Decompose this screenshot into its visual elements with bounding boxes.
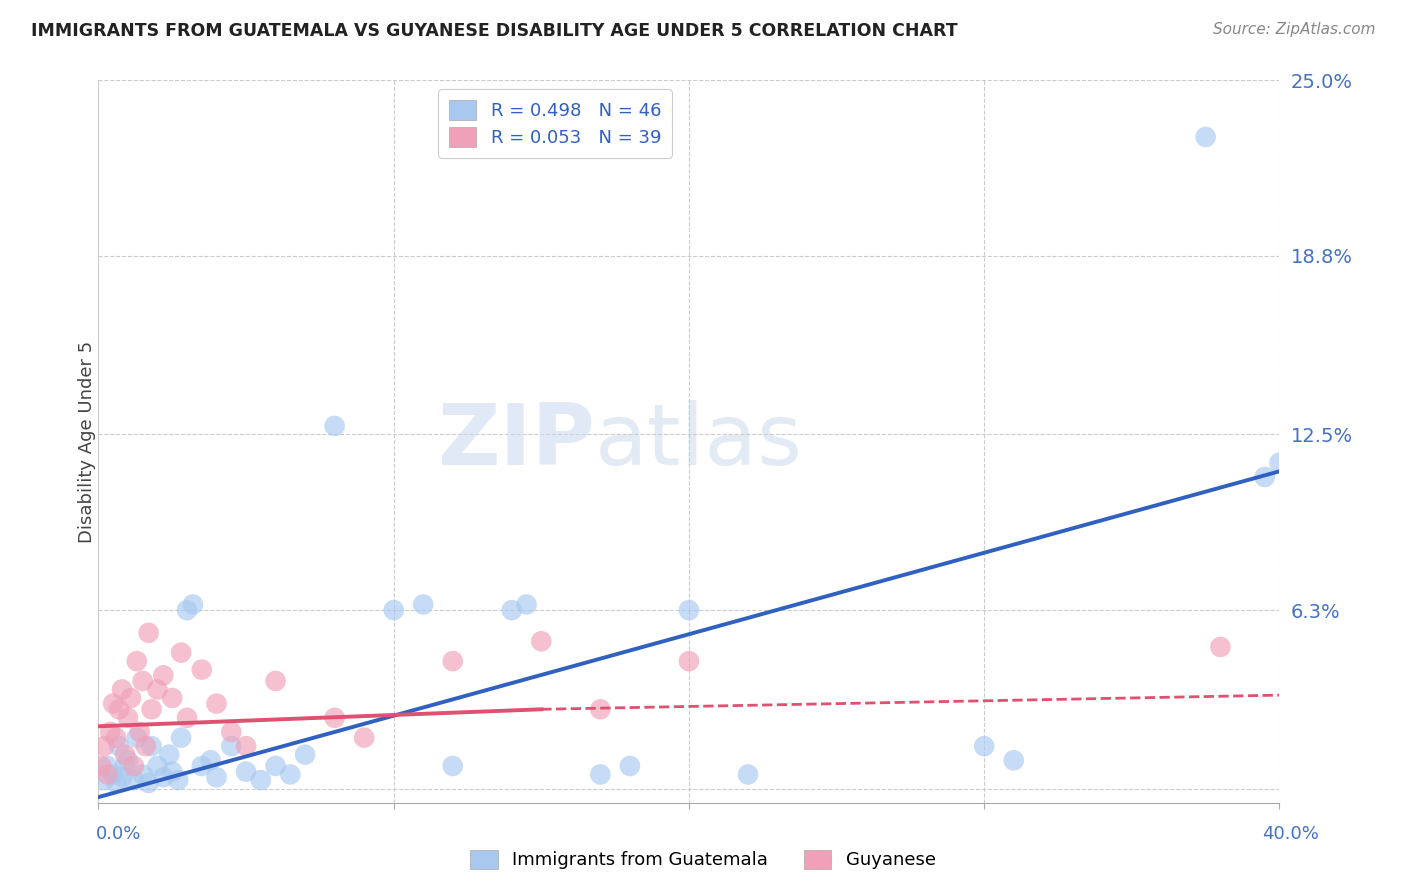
Point [96,767,118,781]
Point [441,759,464,773]
Point [235,764,257,779]
Point [105,776,128,790]
Point [176,711,198,725]
Point [125,731,148,745]
Point [170,731,193,745]
Point [678,603,700,617]
Point [122,759,145,773]
Point [264,673,287,688]
Point [157,747,180,762]
Point [205,770,228,784]
Point [170,646,193,660]
Point [138,625,160,640]
Point [105,731,128,745]
Point [191,663,214,677]
Point [146,682,169,697]
Point [323,711,346,725]
Point [1254,470,1277,484]
Point [132,767,155,781]
Point [589,702,612,716]
Point [235,739,257,753]
Point [353,731,375,745]
Point [191,759,214,773]
Point [167,773,190,788]
Text: 40.0%: 40.0% [1263,825,1319,843]
Point [678,654,700,668]
Point [111,682,134,697]
Point [737,767,759,781]
Point [141,739,163,753]
Point [412,598,434,612]
Point [93,773,115,788]
Point [146,759,169,773]
Point [221,739,243,753]
Point [176,603,198,617]
Point [530,634,553,648]
Text: 0.0%: 0.0% [96,825,141,843]
Point [1268,456,1291,470]
Point [162,690,183,705]
Point [501,603,523,617]
Point [152,668,174,682]
Point [125,654,148,668]
Point [200,753,222,767]
Text: Source: ZipAtlas.com: Source: ZipAtlas.com [1212,22,1375,37]
Point [117,711,139,725]
Point [221,725,243,739]
Point [619,759,641,773]
Point [280,767,302,781]
Point [96,759,118,773]
Point [162,764,183,779]
Point [382,603,405,617]
Legend: R = 0.498   N = 46, R = 0.053   N = 39: R = 0.498 N = 46, R = 0.053 N = 39 [439,89,672,158]
Point [138,776,160,790]
Point [294,747,316,762]
Point [152,770,174,784]
Text: IMMIGRANTS FROM GUATEMALA VS GUYANESE DISABILITY AGE UNDER 5 CORRELATION CHART: IMMIGRANTS FROM GUATEMALA VS GUYANESE DI… [31,22,957,40]
Point [108,739,131,753]
Point [1209,640,1232,654]
Point [1002,753,1025,767]
Point [128,725,150,739]
Point [264,759,287,773]
Point [135,739,157,753]
Text: ZIP: ZIP [437,400,595,483]
Point [132,673,155,688]
Point [141,702,163,716]
Point [117,753,139,767]
Point [114,759,136,773]
Y-axis label: Disability Age Under 5: Disability Age Under 5 [79,341,96,542]
Point [103,697,125,711]
Point [120,690,142,705]
Point [205,697,228,711]
Point [1195,130,1218,145]
Text: atlas: atlas [595,400,803,483]
Point [90,759,112,773]
Point [973,739,995,753]
Point [98,725,121,739]
Point [93,739,115,753]
Point [122,773,145,788]
Point [111,770,134,784]
Point [103,767,125,781]
Point [114,747,136,762]
Point [181,598,204,612]
Point [250,773,273,788]
Legend: Immigrants from Guatemala, Guyanese: Immigrants from Guatemala, Guyanese [461,840,945,879]
Point [589,767,612,781]
Point [441,654,464,668]
Point [516,598,538,612]
Point [323,419,346,434]
Point [108,702,131,716]
